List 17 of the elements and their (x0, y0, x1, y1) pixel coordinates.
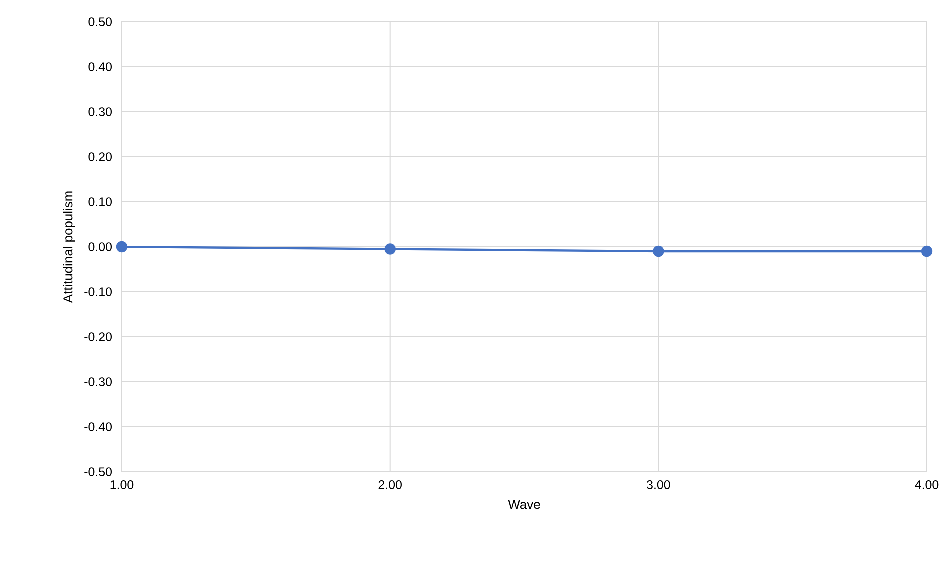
y-tick-label: -0.30 (84, 378, 112, 386)
x-tick-label: 2.00 (378, 480, 402, 490)
y-tick-label: 0.00 (88, 242, 112, 252)
y-axis-title: Attitudinal populism (63, 192, 76, 304)
y-tick-label: 0.10 (88, 198, 112, 206)
x-tick-label: 4.00 (915, 480, 939, 490)
x-tick-label: 1.00 (110, 480, 134, 490)
x-tick-label: 3.00 (647, 480, 670, 490)
y-tick-label: -0.20 (84, 332, 112, 342)
y-tick-label: 0.40 (88, 62, 112, 72)
y-tick-label: -0.50 (84, 468, 112, 476)
y-tick-label: -0.40 (84, 422, 112, 432)
y-tick-label: 0.50 (88, 18, 112, 26)
x-axis-title: Wave (508, 500, 540, 510)
y-tick-label: -0.10 (84, 288, 112, 296)
y-tick-label: 0.30 (88, 108, 112, 116)
y-tick-label: 0.20 (88, 152, 112, 162)
